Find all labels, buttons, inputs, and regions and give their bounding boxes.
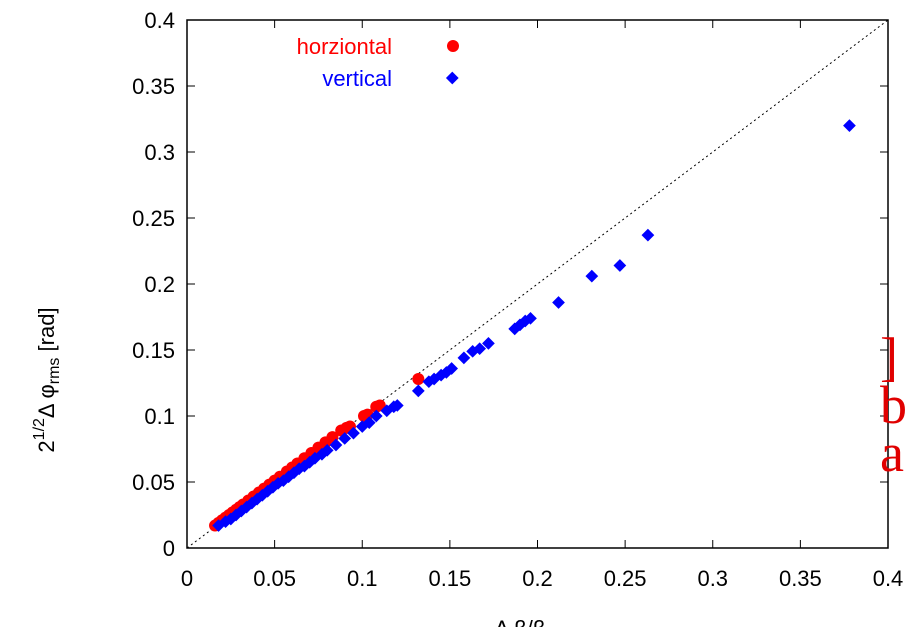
- annotation-line-3: a: [880, 423, 904, 483]
- x-axis-label: Δ β/β: [494, 616, 545, 627]
- legend-label-horizontal: horziontal: [297, 34, 392, 59]
- point-vertical: [457, 351, 471, 365]
- point-vertical: [552, 296, 565, 309]
- legend-label-vertical: vertical: [322, 66, 392, 91]
- y-tick-label: 0.3: [144, 140, 175, 165]
- legend-marker-vertical: [445, 71, 459, 85]
- point-vertical: [613, 259, 627, 272]
- y-label-sup: 1/2: [31, 418, 48, 440]
- point-vertical: [362, 416, 376, 429]
- x-tick-label: 0.4: [873, 566, 904, 591]
- y-tick-label: 0.4: [144, 8, 175, 33]
- y-tick-label: 0.1: [144, 404, 175, 429]
- y-axis-label: 21/2Δ φrms [rad]: [31, 307, 63, 452]
- y-label-base: 2: [34, 440, 59, 452]
- annotation-line-1: ]: [880, 327, 898, 387]
- x-tick-label: 0.2: [522, 566, 553, 591]
- annotation-line-2: b: [880, 375, 907, 435]
- point-vertical: [843, 119, 856, 132]
- point-vertical: [411, 384, 425, 398]
- point-horizontal: [412, 373, 425, 386]
- clipped-annotation: ] b a: [880, 327, 907, 483]
- y-tick-label: 0: [163, 536, 175, 561]
- point-vertical: [473, 342, 487, 356]
- x-tick-label: 0: [181, 566, 193, 591]
- y-tick-label: 0.25: [132, 206, 175, 231]
- y-label-mid: Δ φ: [34, 384, 59, 418]
- y-tick-label: 0.2: [144, 272, 175, 297]
- y-tick-label: 0.15: [132, 338, 175, 363]
- point-vertical: [482, 337, 495, 350]
- legend: horziontal vertical: [297, 34, 459, 91]
- x-tick-label: 0.15: [428, 566, 471, 591]
- x-tick-label: 0.3: [697, 566, 728, 591]
- point-vertical: [641, 228, 655, 242]
- x-tick-label: 0.1: [347, 566, 378, 591]
- data-points: [209, 119, 856, 532]
- legend-marker-horizontal: [447, 40, 459, 52]
- point-vertical: [390, 399, 404, 412]
- x-tick-label: 0.35: [779, 566, 822, 591]
- point-vertical: [329, 438, 343, 452]
- y-tick-label: 0.05: [132, 470, 175, 495]
- y-label-sub: rms: [46, 358, 63, 385]
- point-vertical: [338, 432, 352, 445]
- x-tick-label: 0.05: [253, 566, 296, 591]
- y-label-tail: [rad]: [34, 307, 59, 357]
- point-vertical: [445, 362, 458, 375]
- point-vertical: [347, 426, 360, 440]
- y-tick-labels: 0 0.05 0.1 0.15 0.2 0.25 0.3 0.35 0.4: [132, 8, 175, 561]
- y-tick-label: 0.35: [132, 74, 175, 99]
- point-vertical: [320, 443, 334, 457]
- point-vertical: [585, 269, 599, 283]
- plot-frame: [186, 19, 889, 549]
- point-vertical: [369, 409, 383, 423]
- x-tick-labels: 0 0.05 0.1 0.15 0.2 0.25 0.3 0.35 0.4: [181, 566, 903, 591]
- x-tick-label: 0.25: [604, 566, 647, 591]
